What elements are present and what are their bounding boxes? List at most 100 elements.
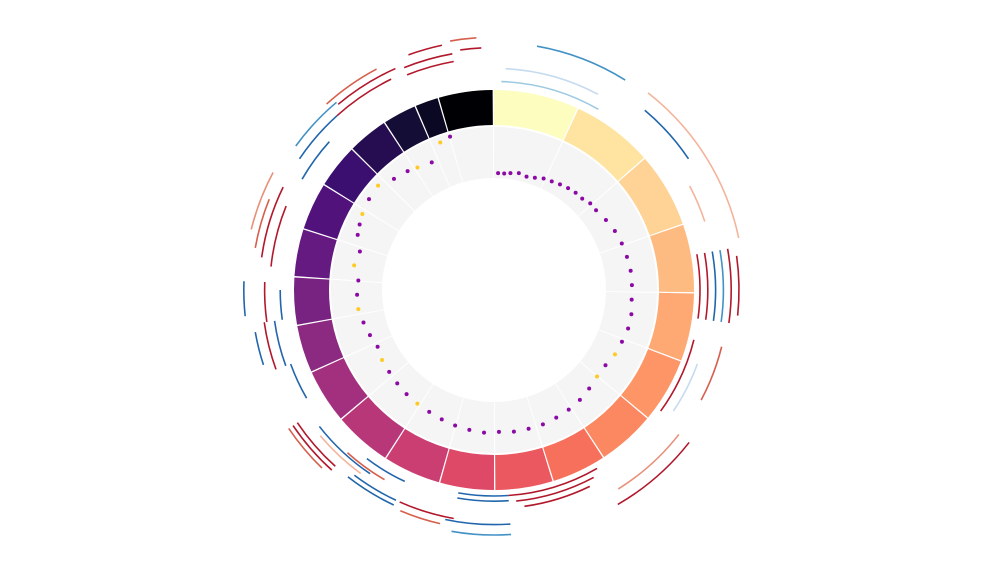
scatter-point bbox=[508, 171, 513, 176]
arc-mark bbox=[263, 281, 268, 323]
arc-mark bbox=[700, 346, 723, 401]
arc-mark bbox=[301, 141, 330, 180]
scatter-point bbox=[603, 218, 608, 223]
scatter-point bbox=[357, 249, 362, 254]
scatter-point bbox=[612, 352, 617, 357]
scatter-track-background bbox=[449, 127, 494, 183]
scatter-point bbox=[427, 409, 432, 414]
scatter-point bbox=[404, 392, 409, 397]
arc-mark bbox=[457, 497, 509, 502]
scatter-track-background bbox=[527, 383, 583, 446]
scatter-point bbox=[361, 320, 366, 325]
scatter-point bbox=[387, 369, 392, 374]
ideogram-segment bbox=[294, 229, 337, 279]
arc-mark bbox=[318, 425, 371, 475]
arc-mark bbox=[449, 37, 477, 42]
scatter-point bbox=[415, 165, 420, 170]
scatter-point bbox=[438, 140, 443, 145]
scatter-point bbox=[587, 386, 592, 391]
scatter-track-background bbox=[494, 397, 542, 453]
scatter-track-background bbox=[578, 183, 648, 253]
ideogram-segment bbox=[386, 429, 449, 483]
arc-mark bbox=[451, 530, 512, 536]
scatter-point bbox=[439, 417, 444, 422]
arc-mark bbox=[336, 78, 392, 117]
arc-mark bbox=[347, 476, 395, 506]
ideogram-segment bbox=[438, 90, 493, 132]
scatter-track-background bbox=[598, 291, 657, 348]
arc-mark bbox=[346, 452, 385, 481]
ideogram-segment bbox=[494, 90, 578, 140]
arc-mark bbox=[644, 109, 690, 160]
arc-mark bbox=[319, 435, 362, 475]
ideogram-segment bbox=[650, 224, 694, 293]
arc-mark bbox=[366, 458, 406, 483]
arc-mark bbox=[254, 198, 270, 249]
scatter-track-background bbox=[599, 236, 658, 292]
arc-mark bbox=[647, 92, 740, 239]
arc-mark bbox=[295, 101, 338, 147]
ideogram-segment bbox=[584, 396, 648, 457]
scatter-point bbox=[619, 339, 624, 344]
arc-mark bbox=[703, 252, 709, 320]
arc-mark bbox=[524, 485, 591, 508]
scatter-track-background bbox=[405, 140, 450, 197]
scatter-point bbox=[526, 426, 531, 431]
arc-mark bbox=[288, 428, 323, 469]
arc-mark bbox=[254, 331, 265, 366]
scatter-point bbox=[580, 196, 585, 201]
scatter-track-background bbox=[331, 279, 384, 319]
scatter-point bbox=[566, 186, 571, 191]
arc-mark bbox=[260, 186, 284, 258]
arc-mark bbox=[250, 172, 274, 230]
scatter-point bbox=[588, 201, 593, 206]
arc-mark bbox=[263, 322, 277, 370]
scatter-point bbox=[391, 176, 396, 181]
scatter-point bbox=[376, 183, 381, 188]
scatter-track-background bbox=[541, 142, 617, 216]
ideogram-segment bbox=[415, 98, 448, 139]
scatter-point bbox=[482, 430, 487, 435]
scatter-point bbox=[380, 357, 385, 362]
ideogram-segment bbox=[297, 319, 344, 372]
ideogram-segment bbox=[352, 123, 404, 174]
arc-mark bbox=[406, 60, 454, 76]
scatter-point bbox=[367, 197, 372, 202]
scatter-point bbox=[496, 171, 501, 176]
ideogram-segment bbox=[440, 448, 494, 490]
scatter-point bbox=[524, 174, 529, 179]
scatter-point bbox=[395, 381, 400, 386]
arc-mark bbox=[279, 289, 284, 320]
scatter-point bbox=[554, 415, 559, 420]
arc-mark bbox=[711, 251, 717, 321]
arc-mark bbox=[326, 68, 377, 105]
scatter-point bbox=[557, 182, 562, 187]
arc-mark bbox=[408, 44, 443, 56]
scatter-point bbox=[624, 254, 629, 259]
scatter-track-background bbox=[580, 330, 647, 394]
ideogram-segment bbox=[621, 349, 681, 418]
arc-mark bbox=[617, 433, 680, 490]
arc-mark bbox=[696, 254, 701, 319]
scatter-point bbox=[566, 407, 571, 412]
scatter-point bbox=[502, 171, 507, 176]
scatter-point bbox=[360, 212, 365, 216]
ideogram-segment bbox=[648, 292, 694, 361]
arc-mark bbox=[289, 363, 308, 399]
scatter-point bbox=[467, 427, 472, 432]
scatter-point bbox=[612, 229, 617, 234]
arc-mark bbox=[353, 474, 397, 501]
scatter-point bbox=[549, 179, 554, 184]
scatter-point bbox=[516, 171, 521, 176]
ideogram-segment bbox=[324, 149, 377, 203]
scatter-point bbox=[356, 278, 361, 283]
ideogram-segment bbox=[563, 108, 645, 181]
arc-mark bbox=[242, 281, 246, 317]
scatter-point bbox=[496, 429, 501, 434]
arc-mark bbox=[501, 80, 599, 111]
arc-mark bbox=[296, 422, 336, 467]
arc-mark bbox=[403, 53, 453, 69]
scatter-point bbox=[629, 312, 634, 317]
scatter-point bbox=[355, 232, 360, 237]
